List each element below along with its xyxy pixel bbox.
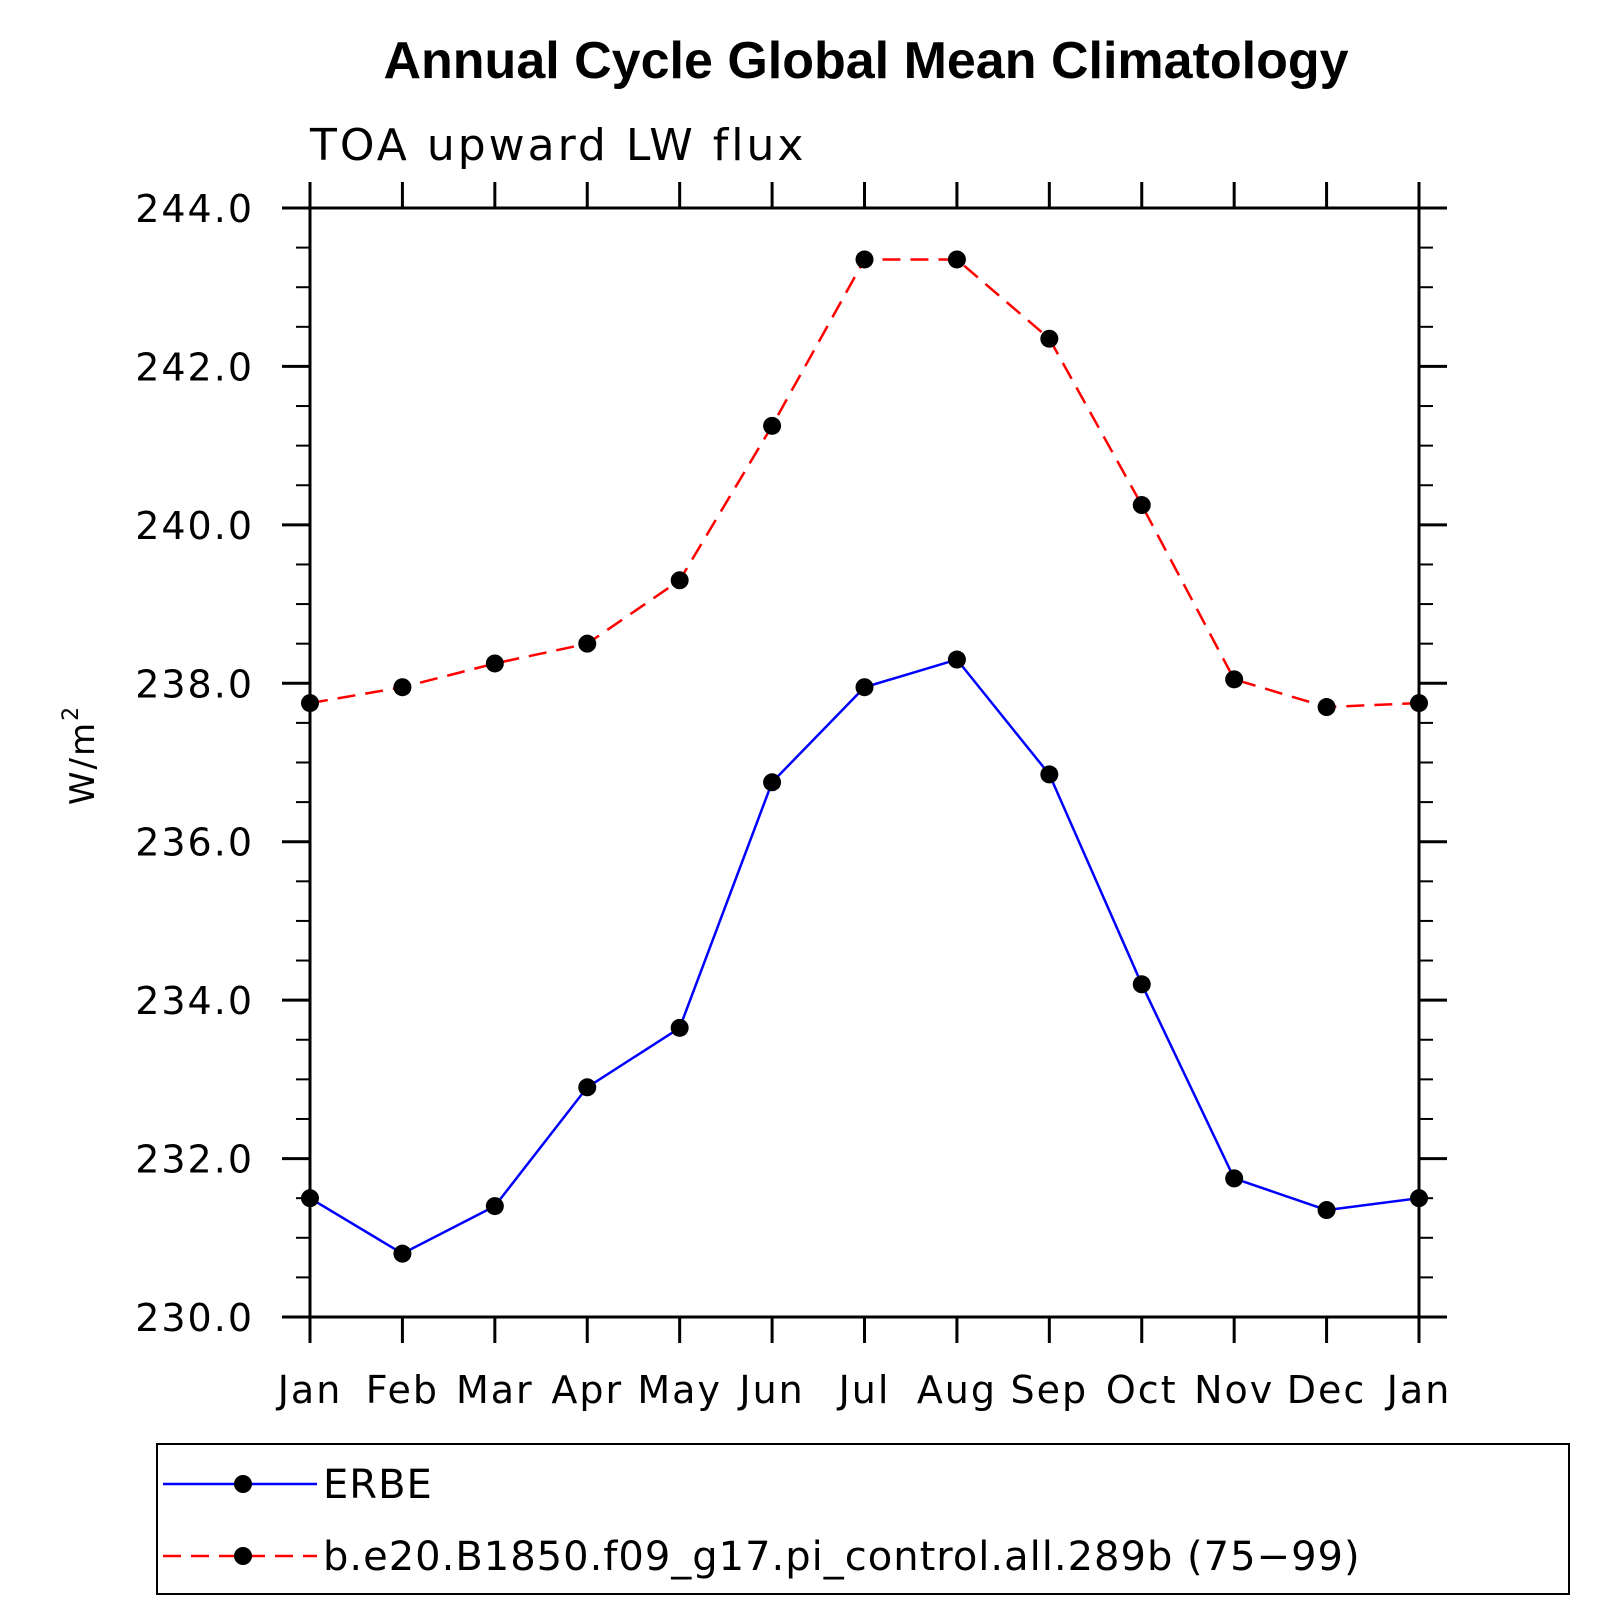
y-axis-label-text: W/m	[63, 721, 103, 805]
series-1-point	[1225, 670, 1244, 689]
series-1-point	[855, 250, 874, 269]
series-1-point	[1317, 698, 1336, 717]
series-0-point	[1132, 975, 1151, 994]
chart-title: Annual Cycle Global Mean Climatology	[383, 32, 1348, 90]
x-tick-label: Nov	[1194, 1368, 1274, 1412]
y-tick-label: 240.0	[135, 504, 254, 548]
legend: ERBE b.e20.B1850.f09_g17.pi_control.all.2…	[156, 1443, 1570, 1595]
series-1-point	[763, 416, 782, 435]
y-tick-label: 244.0	[135, 187, 254, 231]
x-tick-label: Dec	[1287, 1368, 1367, 1412]
x-tick-label: Apr	[551, 1368, 623, 1412]
svg-text:W/m2: W/m2	[59, 705, 103, 805]
legend-label-0: ERBE	[323, 1462, 433, 1508]
y-tick-label: 234.0	[135, 979, 254, 1023]
y-tick-label: 238.0	[135, 662, 254, 706]
series-0-point	[1317, 1201, 1336, 1220]
series-1-point	[1040, 329, 1059, 348]
series-1-point	[485, 654, 504, 673]
legend-marker-0	[234, 1475, 252, 1493]
y-tick-label: 236.0	[135, 821, 254, 865]
x-tick-label: Jan	[276, 1368, 343, 1412]
series-0-point	[1410, 1189, 1428, 1208]
series-0-point	[855, 678, 874, 697]
series-0-point	[947, 650, 966, 669]
plot-frame	[308, 206, 1421, 1319]
series-0-point	[578, 1078, 597, 1097]
x-tick-label: Mar	[456, 1368, 534, 1412]
series-1-point	[947, 250, 966, 269]
chart-subtitle: TOA upward LW flux	[309, 120, 806, 171]
series-line-1	[309, 258, 1420, 709]
x-tick-label: Jan	[1385, 1368, 1452, 1412]
x-tick-label: Aug	[917, 1368, 997, 1412]
series-1-point	[301, 694, 319, 713]
x-tick-label: Jun	[737, 1368, 804, 1412]
series-1-point	[1410, 694, 1428, 713]
series-line-0	[309, 658, 1420, 1256]
x-tick-label: Feb	[366, 1368, 439, 1412]
x-tick-label: Jul	[837, 1368, 891, 1412]
legend-box	[156, 1443, 1570, 1595]
y-tick-label: 242.0	[135, 345, 254, 389]
y-axis-label-superscript: 2	[59, 705, 84, 721]
series-1-point	[578, 634, 597, 653]
series-0-point	[670, 1018, 689, 1037]
series-1-point	[393, 678, 412, 697]
series-1-point	[670, 571, 689, 590]
series-0-point	[301, 1189, 319, 1208]
y-tick-label: 230.0	[135, 1296, 254, 1340]
x-tick-label: May	[637, 1368, 722, 1412]
x-tick-label: Oct	[1106, 1368, 1178, 1412]
x-tick-label: Sep	[1011, 1368, 1089, 1412]
series-0-point	[1040, 765, 1059, 784]
series-1-point	[1132, 496, 1151, 515]
y-tick-label: 232.0	[135, 1138, 254, 1182]
series-0-point	[485, 1197, 504, 1216]
plot-area: 230.0 232.0 234.0 236.0 238.0 240.0 242.0 244.0…	[135, 182, 1452, 1412]
series-0-point	[393, 1244, 412, 1263]
legend-marker-1	[234, 1547, 252, 1565]
y-axis-label: W/m2	[59, 705, 103, 805]
series-0-point	[1225, 1169, 1244, 1188]
series-0-point	[763, 773, 782, 792]
legend-label-1: b.e20.B1850.f09_g17.pi_control.all.289b …	[323, 1534, 1361, 1580]
